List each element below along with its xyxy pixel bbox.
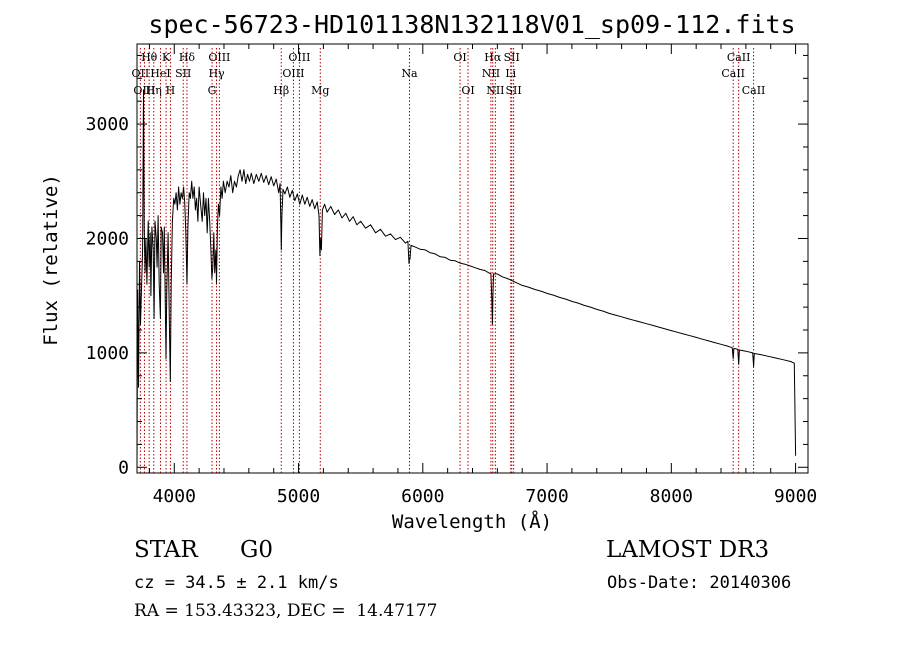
y-tick-label: 3000 (86, 114, 129, 135)
y-tick-label: 2000 (86, 228, 129, 249)
line-marker-label: CaII (721, 67, 745, 80)
spectrum-series-line (136, 89, 797, 468)
x-axis-label: Wavelength (Å) (392, 510, 552, 533)
line-marker-label: OI (461, 84, 474, 97)
line-marker-label: Li (505, 67, 516, 80)
coordinates: RA = 153.43323, DEC = 14.47177 (134, 601, 438, 621)
line-marker-label: CaII (727, 51, 751, 64)
line-marker-label: SII (175, 67, 191, 80)
x-tick-label: 6000 (401, 486, 444, 507)
line-marker-label: OIII (288, 51, 310, 64)
line-marker-label: NII (482, 67, 500, 80)
x-tick-label: 9000 (774, 486, 817, 507)
x-tick-label: 5000 (277, 486, 320, 507)
x-tick-label: 4000 (153, 486, 196, 507)
line-marker-label: OI (453, 51, 466, 64)
redshift-readout: cz = 34.5 ± 2.1 km/s (134, 573, 339, 593)
line-marker-label: OIII (133, 84, 155, 97)
line-marker-label: OIII (282, 67, 304, 80)
axes: 4000 5000 6000 7000 8000 9000 0 1000 2000 3000 (86, 43, 817, 507)
line-marker-label: NII (486, 84, 504, 97)
line-marker-label: CaII (742, 84, 766, 97)
line-marker-label: Hα (484, 51, 502, 64)
line-marker-label: Hη (146, 84, 162, 97)
line-marker-label: K (162, 51, 171, 64)
y-axis-label: Flux (relative) (40, 174, 62, 346)
line-marker-label: Hγ (208, 67, 225, 80)
x-tick-label: 7000 (525, 486, 568, 507)
line-marker-label: SII (506, 84, 522, 97)
line-marker-label: G (208, 84, 217, 97)
line-marker-label: H (166, 84, 176, 97)
line-marker-label: OIII (208, 51, 230, 64)
obs-date: Obs-Date: 20140306 (607, 573, 792, 593)
chart-title: spec-56723-HD101138N132118V01_sp09-112.f… (148, 10, 795, 39)
line-marker-label: Mg (311, 84, 329, 97)
line-marker-label: Na (401, 67, 418, 80)
line-marker-label: SII (504, 51, 520, 64)
plot-frame (136, 43, 809, 474)
line-marker-label: Hδ (179, 51, 196, 64)
x-tick-label: 8000 (650, 486, 693, 507)
object-class: STAR (134, 537, 198, 563)
line-marker-label: HeI (150, 67, 170, 80)
line-marker-label: Hθ (141, 51, 158, 64)
y-tick-label: 0 (118, 457, 129, 478)
survey-name: LAMOST DR3 (606, 537, 770, 563)
plot-area (136, 89, 797, 468)
line-marker-label: Hβ (273, 84, 289, 97)
object-subclass: G0 (240, 537, 274, 563)
y-tick-label: 1000 (86, 343, 129, 364)
